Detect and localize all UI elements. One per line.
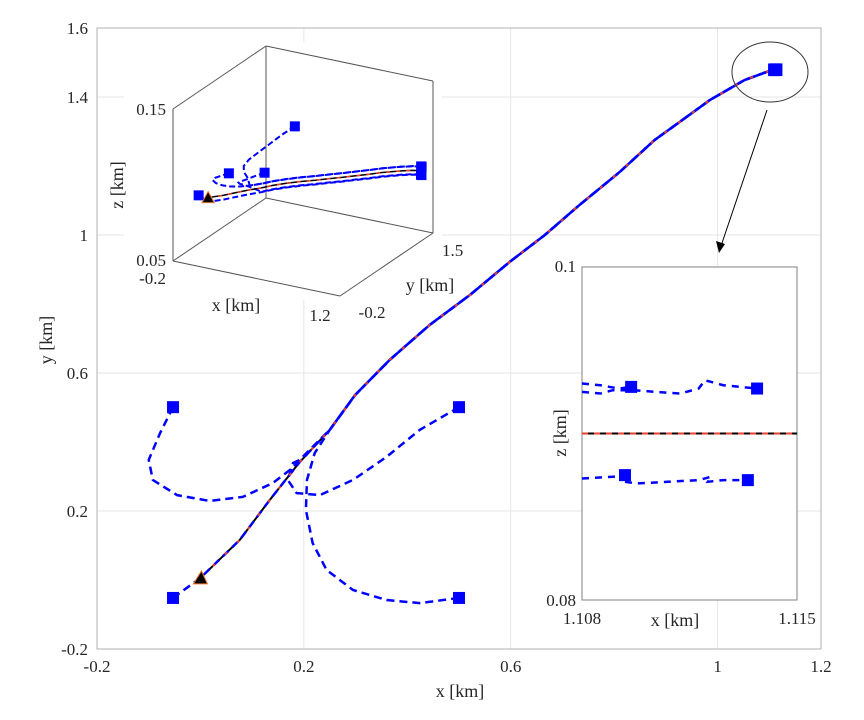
inset-3d-z-label: z [km] [107, 161, 127, 208]
main-y-tick-label: 0.6 [67, 364, 88, 383]
zoom-region-ellipse [731, 41, 809, 103]
leader-start-triangle-marker [192, 569, 209, 585]
inset-zoom-agent-trajectory [624, 474, 748, 485]
inset-3d-box-edge [172, 260, 341, 297]
inset-3d-x-tick-right: 1.2 [309, 306, 330, 325]
zoom-pointer-arrow [720, 109, 768, 247]
agent-start-marker [167, 591, 180, 604]
main-x-tick-label: 0.2 [293, 657, 314, 676]
inset-zoom-y-tick-top: 0.1 [555, 257, 576, 276]
inset-3d-z-tick-top: 0.15 [136, 100, 166, 119]
inset-3d-leader-triangle-marker [201, 190, 215, 204]
inset-zoom-y-tick-bottom: 0.08 [546, 591, 576, 610]
inset-zoom-x-tick-left: 1.108 [563, 609, 601, 628]
inset-zoom-x-label: x [km] [651, 610, 700, 630]
main-x-tick-label: -0.2 [84, 657, 111, 676]
inset-zoom-agent-trajectory [581, 382, 632, 390]
inset-3d-y-tick-left: -0.2 [359, 303, 386, 322]
zoom-pointer-arrowhead [716, 241, 725, 253]
inset-3d-start-marker [289, 121, 300, 132]
main-series [147, 63, 783, 605]
inset-3d-background [124, 42, 442, 300]
main-y-tick-label: 1.6 [67, 19, 88, 38]
inset-3d-start-marker [259, 167, 270, 178]
agent-start-marker [167, 401, 180, 414]
inset-zoom-end-marker [751, 382, 764, 395]
inset-3d-y-label: y [km] [406, 275, 455, 295]
inset-3d-start-marker [193, 190, 204, 201]
inset-zoom-end-marker [741, 474, 754, 487]
inset-3d-box-edge [339, 232, 434, 297]
main-y-axis-label: y [km] [36, 316, 56, 365]
inset-3d-box-edge [172, 197, 267, 262]
inset-zoom-end-marker [625, 380, 638, 393]
main-x-axis-label: x [km] [436, 681, 485, 701]
inset-3d-axes [172, 45, 434, 297]
main-tick-labels: -0.2 0.2 0.6 1 1.2 -0.2 0.2 0.6 1 1.4 1.6 [61, 19, 832, 676]
agent-start-marker [453, 591, 465, 604]
inset-3d-x-tick-left: -0.2 [139, 269, 166, 288]
inset-zoom-end-marker [619, 469, 631, 482]
inset-3d-start-marker [223, 168, 234, 179]
inset-3d-end-marker [416, 161, 427, 172]
main-y-tick-label: 1 [80, 226, 89, 245]
main-x-tick-label: 1 [713, 657, 722, 676]
inset-zoom-y-label: z [km] [550, 409, 570, 456]
inset-3d-box-edge [265, 45, 434, 82]
main-y-tick-label: 0.2 [67, 502, 88, 521]
inset-3d-y-tick-right: 1.5 [442, 241, 463, 260]
main-axes-box [96, 27, 822, 650]
main-x-tick-label: 0.6 [500, 657, 521, 676]
inset-3d-end-marker [416, 170, 427, 181]
inset-zoom-series [581, 378, 797, 487]
inset-3d-x-label: x [km] [212, 295, 261, 315]
inset-3d-box-edge [172, 45, 267, 110]
main-x-tick-label: 1.2 [810, 657, 831, 676]
inset-3d-leader-solid [208, 169, 422, 199]
inset-3d-agent-trajectory [198, 173, 422, 203]
inset-3d-z-tick-bottom: 0.05 [136, 251, 166, 270]
inset-3d-box-edge [265, 197, 434, 234]
main-y-tick-label: -0.2 [61, 640, 88, 659]
agent-end-marker [770, 64, 783, 77]
inset-zoom-x-tick-right: 1.115 [778, 609, 816, 628]
agent-start-marker [453, 401, 465, 414]
main-y-tick-label: 1.4 [67, 88, 89, 107]
